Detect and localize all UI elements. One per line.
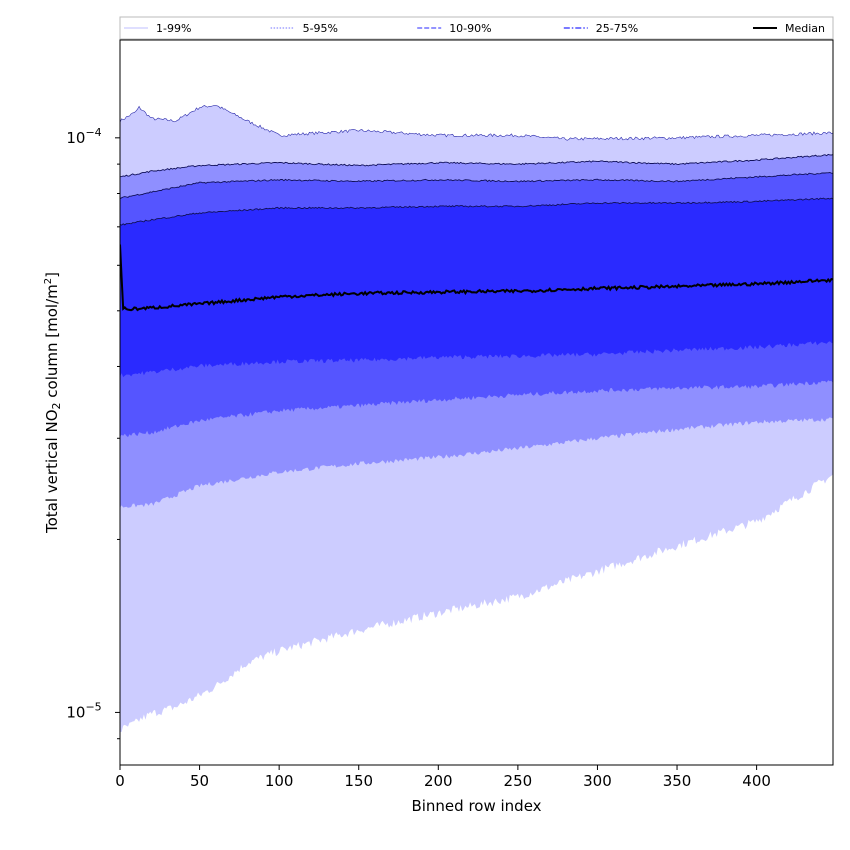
x-tick-label: 400: [742, 772, 771, 790]
percentile-bands: [120, 105, 833, 733]
median-line: [120, 244, 833, 312]
band-upper-edge-25-75pct: [120, 197, 833, 226]
y-axis-label-rest: column [mol/m: [43, 284, 61, 402]
y-axis: 10−5 10−4: [66, 126, 120, 740]
legend-label: Median: [785, 22, 825, 35]
band-upper-edge-10-90pct: [120, 172, 833, 200]
y-tick-label: 10−5: [66, 700, 101, 721]
y-tick-label: 10−4: [66, 126, 101, 147]
plot-frame: [119, 39, 834, 766]
x-axis: 0 50 100 150 200 250 300 350 400: [115, 765, 771, 790]
x-tick-label: 100: [265, 772, 294, 790]
x-tick-label: 150: [344, 772, 373, 790]
legend-label: 1-99%: [156, 22, 191, 35]
y-axis-label: Total vertical NO2 column [mol/m2]: [43, 272, 63, 534]
percentile-lines: [120, 105, 833, 312]
legend-box: [119, 16, 834, 40]
y-axis-label-superscript: 2: [43, 278, 54, 284]
x-tick-label: 0: [115, 772, 125, 790]
legend-label: 10-90%: [449, 22, 491, 35]
x-tick-label: 50: [190, 772, 209, 790]
x-tick-label: 200: [424, 772, 453, 790]
band-upper-edge-1-99pct: [120, 105, 833, 141]
x-tick-label: 300: [583, 772, 612, 790]
band-25-75pct: [120, 198, 833, 378]
legend-label: 25-75%: [596, 22, 638, 35]
y-axis-label-end: ]: [43, 272, 61, 278]
x-tick-label: 250: [504, 772, 533, 790]
y-axis-label-main: Total vertical NO: [43, 409, 61, 534]
legend: 1-99% 5-95% 10-90% 25-75% Median: [119, 16, 834, 40]
x-axis-label: Binned row index: [411, 797, 541, 815]
band-upper-edge-5-95pct: [120, 153, 833, 178]
legend-label: 5-95%: [303, 22, 338, 35]
y-axis-label-subscript: 2: [50, 402, 63, 409]
x-tick-label: 350: [663, 772, 692, 790]
